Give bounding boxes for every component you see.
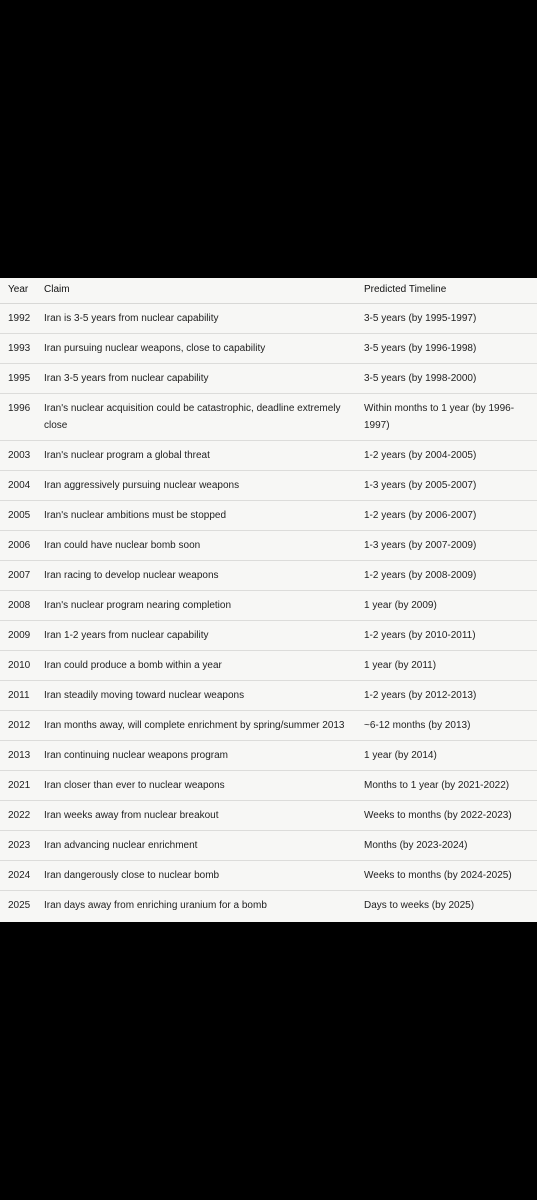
timeline-cell: Months (by 2023-2024) — [356, 830, 537, 861]
column-header: Predicted Timeline — [356, 278, 537, 304]
timeline-cell: 1-2 years (by 2004-2005) — [356, 440, 537, 471]
table-row: 2012 Iran months away, will complete enri… — [0, 710, 537, 741]
claim-cell: Iran racing to develop nuclear weapons — [36, 560, 356, 591]
year-cell: 2013 — [0, 740, 36, 771]
timeline-cell: 1-2 years (by 2012-2013) — [356, 680, 537, 711]
claim-cell: Iran weeks away from nuclear breakout — [36, 800, 356, 831]
column-header: Year — [0, 278, 36, 304]
claim-cell: Iran could produce a bomb within a year — [36, 650, 356, 681]
claim-cell: Iran closer than ever to nuclear weapons — [36, 770, 356, 801]
year-cell: 2006 — [0, 530, 36, 561]
claim-cell: Iran's nuclear ambitions must be stopped — [36, 500, 356, 531]
claim-cell: Iran 1-2 years from nuclear capability — [36, 620, 356, 651]
timeline-cell: 3-5 years (by 1995-1997) — [356, 303, 537, 334]
table-panel: Year Claim Predicted Timeline 1992 Iran is … — [0, 278, 537, 922]
timeline-cell: Months to 1 year (by 2021-2022) — [356, 770, 537, 801]
timeline-cell: 1-2 years (by 2008-2009) — [356, 560, 537, 591]
timeline-cell: 3-5 years (by 1996-1998) — [356, 333, 537, 364]
table-row: 2024 Iran dangerously close to nuclear bo… — [0, 860, 537, 891]
year-cell: 2022 — [0, 800, 36, 831]
year-cell: 2010 — [0, 650, 36, 681]
header-row: Year Claim Predicted Timeline — [0, 278, 537, 304]
table-row: 2003 Iran's nuclear program a global thre… — [0, 440, 537, 471]
year-cell: 2003 — [0, 440, 36, 471]
claim-cell: Iran dangerously close to nuclear bomb — [36, 860, 356, 891]
table-row: 2008 Iran's nuclear program nearing compl… — [0, 590, 537, 621]
timeline-cell: 1 year (by 2009) — [356, 590, 537, 621]
claim-cell: Iran months away, will complete enrichme… — [36, 710, 356, 741]
year-cell: 2025 — [8, 900, 31, 911]
timeline-cell: Within months to 1 year (by 1996-1997) — [356, 393, 537, 441]
table-row: 2011 Iran steadily moving toward nuclear … — [0, 680, 537, 711]
year-cell: 2007 — [0, 560, 36, 591]
table-row: 2010 Iran could produce a bomb within a y… — [0, 650, 537, 681]
table-row: 2023 Iran advancing nuclear enrichment Mon… — [0, 830, 537, 861]
year-cell: 2005 — [0, 500, 36, 531]
table-row: 1996 Iran's nuclear acquisition could be … — [0, 393, 537, 441]
table-row: 2004 Iran aggressively pursuing nuclear w… — [0, 470, 537, 501]
table-row: 2006 Iran could have nuclear bomb soon 1-3… — [0, 530, 537, 561]
table-row: 1993 Iran pursuing nuclear weapons, close… — [0, 333, 537, 364]
claim-cell: Iran advancing nuclear enrichment — [36, 830, 356, 861]
table-row: 2007 Iran racing to develop nuclear weapo… — [0, 560, 537, 591]
year-cell: 2023 — [0, 830, 36, 861]
year-cell: 2009 — [0, 620, 36, 651]
claim-cell: Iran's nuclear program a global threat — [36, 440, 356, 471]
claim-cell: Iran steadily moving toward nuclear weap… — [36, 680, 356, 711]
timeline-cell: 1-2 years (by 2006-2007) — [356, 500, 537, 531]
claim-cell: Iran could have nuclear bomb soon — [36, 530, 356, 561]
timeline-cell: 1-3 years (by 2005-2007) — [356, 470, 537, 501]
table-row: 2013 Iran continuing nuclear weapons prog… — [0, 740, 537, 771]
column-header: Claim — [36, 278, 356, 304]
timeline-cell: Weeks to months (by 2024-2025) — [356, 860, 537, 891]
claim-cell: Iran's nuclear acquisition could be cata… — [36, 393, 356, 441]
claim-cell: Iran continuing nuclear weapons program — [36, 740, 356, 771]
year-cell: 2021 — [0, 770, 36, 801]
claim-cell: Iran aggressively pursuing nuclear weapo… — [36, 470, 356, 501]
claim-cell: Iran's nuclear program nearing completio… — [36, 590, 356, 621]
table-row: 2025 Iran days away from enriching uraniu… — [0, 891, 537, 921]
timeline-cell: ~6-12 months (by 2013) — [356, 710, 537, 741]
claim-cell: Iran pursuing nuclear weapons, close to … — [36, 333, 356, 364]
year-cell: 1993 — [0, 333, 36, 364]
year-cell: 2008 — [0, 590, 36, 621]
year-cell: 2024 — [0, 860, 36, 891]
timeline-cell: Weeks to months (by 2022-2023) — [356, 800, 537, 831]
claim-cell: Iran is 3-5 years from nuclear capabilit… — [36, 303, 356, 334]
table-row: 2005 Iran's nuclear ambitions must be sto… — [0, 500, 537, 531]
table-row: 2021 Iran closer than ever to nuclear wea… — [0, 770, 537, 801]
year-cell: 2011 — [0, 680, 36, 711]
timeline-cell: 1-3 years (by 2007-2009) — [356, 530, 537, 561]
year-cell: 2004 — [0, 470, 36, 501]
claim-cell: Iran 3-5 years from nuclear capability — [36, 363, 356, 394]
table-row: 2009 Iran 1-2 years from nuclear capabili… — [0, 620, 537, 651]
table-row: 1992 Iran is 3-5 years from nuclear capab… — [0, 303, 537, 334]
year-cell: 1995 — [0, 363, 36, 394]
table-row: 1995 Iran 3-5 years from nuclear capabili… — [0, 363, 537, 394]
timeline-table: Year Claim Predicted Timeline 1992 Iran is … — [0, 278, 537, 920]
claim-cell: Iran days away from enriching uranium fo… — [44, 900, 267, 911]
timeline-cell: Days to weeks (by 2025) — [364, 900, 475, 911]
timeline-cell: 1 year (by 2014) — [356, 740, 537, 771]
table-row: 2022 Iran weeks away from nuclear breakou… — [0, 800, 537, 831]
year-cell: 1992 — [0, 303, 36, 334]
year-cell: 1996 — [0, 393, 36, 441]
year-cell: 2012 — [0, 710, 36, 741]
timeline-cell: 1-2 years (by 2010-2011) — [356, 620, 537, 651]
timeline-cell: 1 year (by 2011) — [356, 650, 537, 681]
timeline-cell: 3-5 years (by 1998-2000) — [356, 363, 537, 394]
